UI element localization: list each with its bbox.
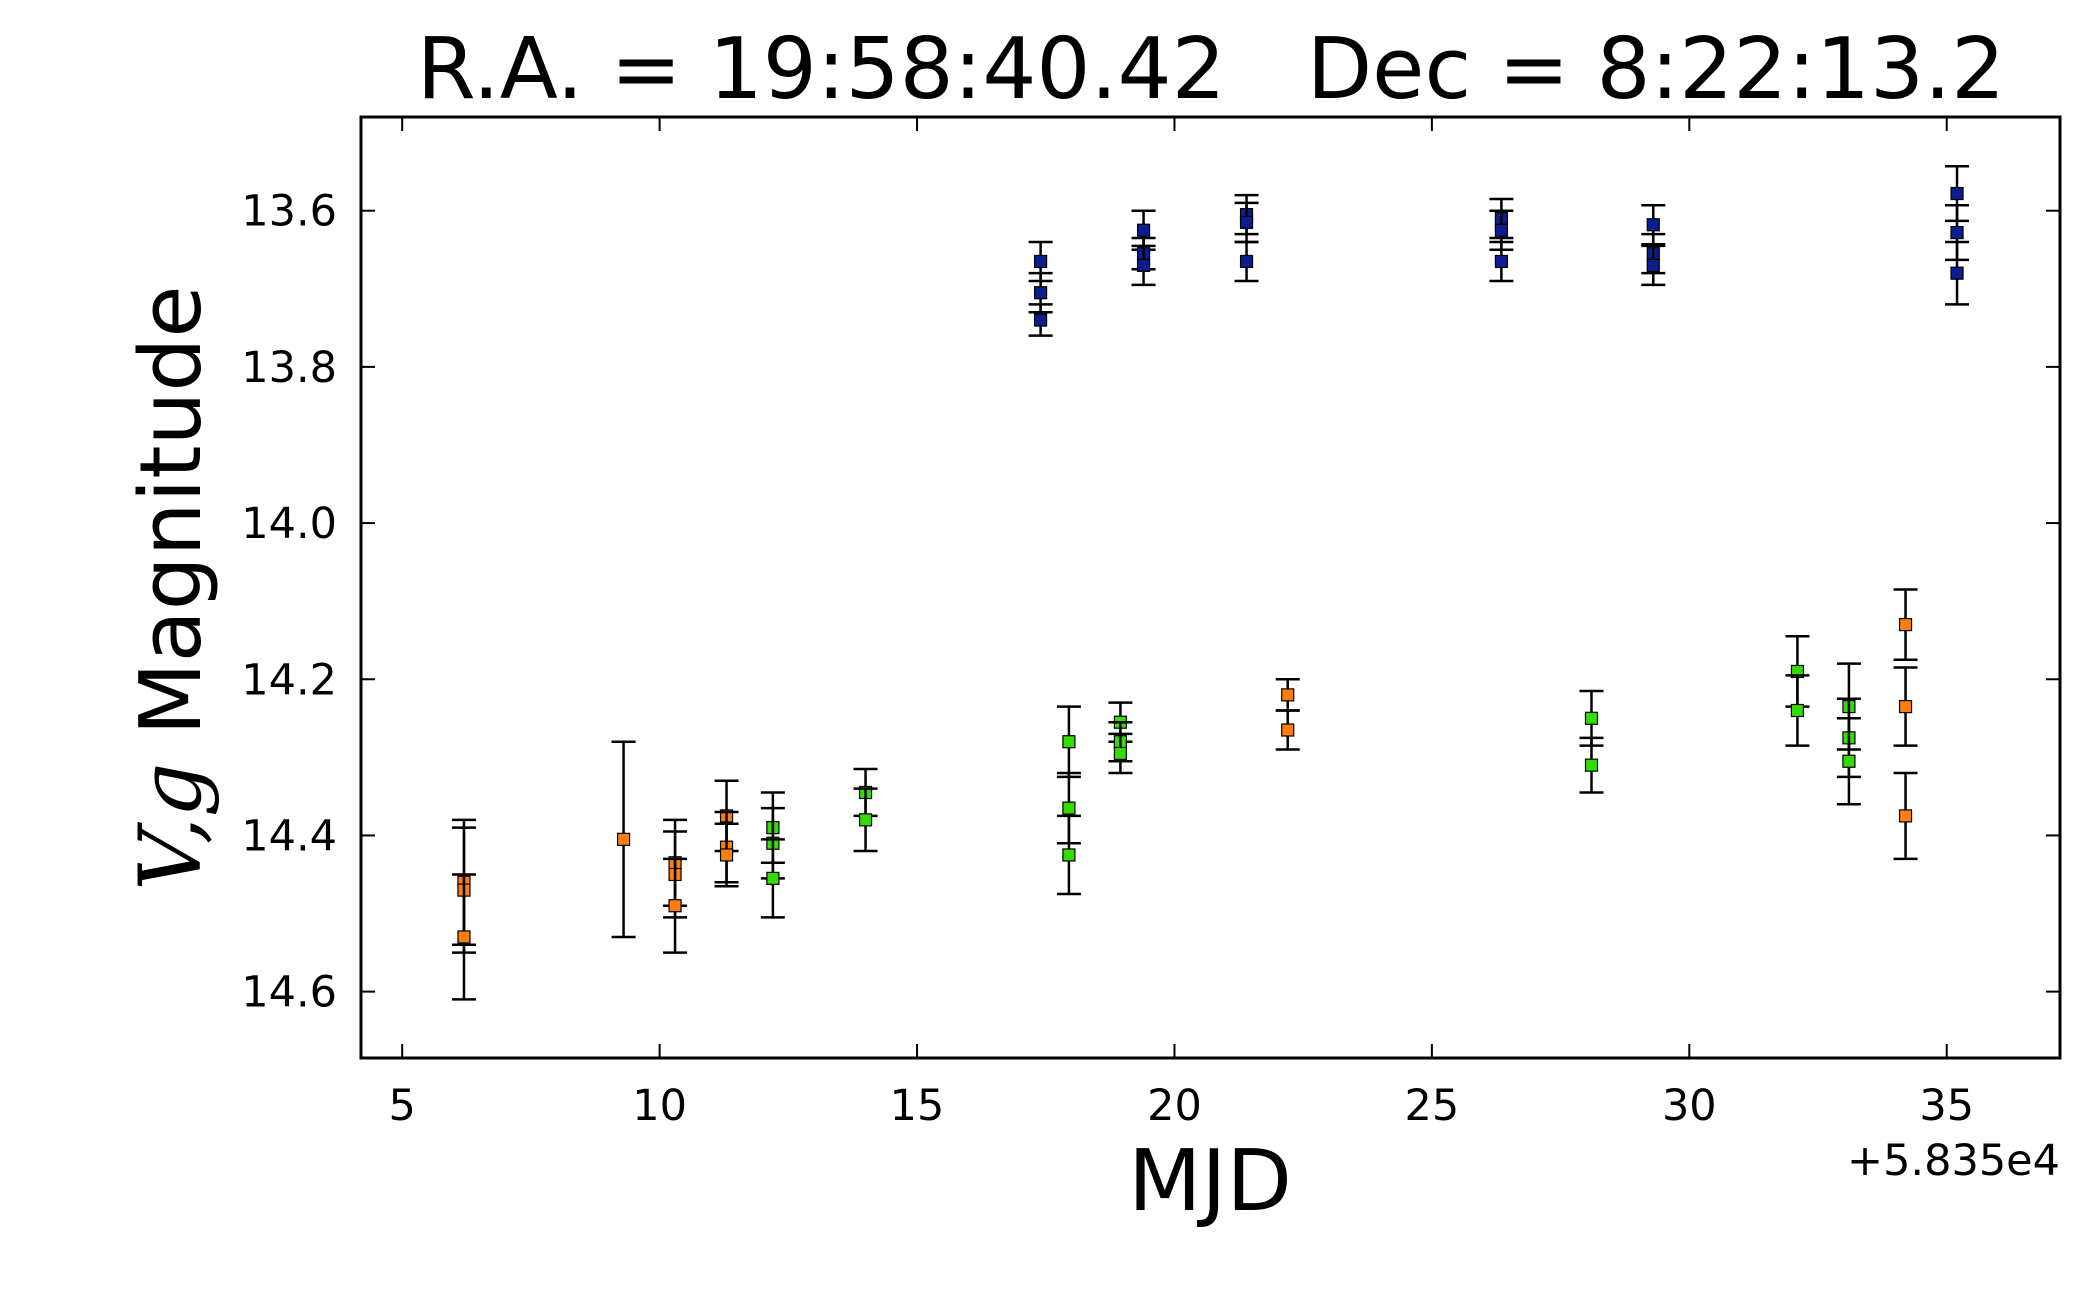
- plot-frame: [359, 115, 2062, 1060]
- y-axis-ticks: 13.6 13.8 14.0 14.2 14.4 14.6: [241, 187, 2060, 1018]
- data-point: [1646, 218, 1660, 232]
- y-axis-label-symbol: V,g: [122, 763, 221, 891]
- x-tick-label: 35: [1919, 1081, 1974, 1131]
- data-point: [1790, 703, 1805, 718]
- y-axis-label-text: Magnitude: [122, 285, 221, 762]
- y-tick-label: 14.2: [241, 655, 337, 705]
- y-tick-label: 13.8: [241, 343, 337, 393]
- x-axis-ticks: 5 10 15 20 25 30 35: [389, 117, 1974, 1131]
- plot-area: [451, 164, 1970, 1001]
- y-tick-label: 14.0: [241, 499, 337, 549]
- data-point: [1062, 735, 1076, 749]
- x-tick-label: 5: [389, 1081, 416, 1131]
- y-tick-label: 14.6: [241, 968, 337, 1018]
- data-series-1: [1028, 164, 1970, 337]
- x-tick-label: 20: [1147, 1081, 1202, 1131]
- data-point: [1950, 225, 1964, 240]
- data-point: [1950, 266, 1964, 280]
- data-point: [1136, 223, 1151, 237]
- data-point: [1584, 758, 1599, 772]
- data-point: [1113, 746, 1128, 761]
- x-axis-label: MJD: [1128, 1132, 1292, 1231]
- data-point: [1584, 711, 1599, 725]
- chart-title: R.A. = 19:58:40.42 Dec = 8:22:13.2: [417, 20, 2005, 119]
- x-tick-label: 15: [890, 1081, 945, 1131]
- data-point: [1033, 254, 1048, 269]
- data-point: [1281, 723, 1295, 737]
- y-tick-label: 14.4: [241, 811, 337, 861]
- data-point: [1494, 254, 1508, 269]
- x-tick-label: 25: [1405, 1081, 1460, 1131]
- data-point: [1062, 801, 1076, 815]
- data-point: [1898, 809, 1913, 823]
- data-point: [1898, 699, 1913, 714]
- data-point: [1281, 688, 1295, 702]
- data-point: [1950, 186, 1964, 201]
- data-point: [1646, 258, 1660, 272]
- data-point: [1239, 254, 1254, 269]
- data-point: [1062, 848, 1076, 862]
- y-tick-label: 13.6: [241, 187, 337, 237]
- data-point: [1898, 617, 1913, 632]
- data-point: [668, 899, 682, 913]
- data-point: [1033, 286, 1048, 300]
- data-point: [616, 832, 631, 846]
- data-point: [1239, 215, 1254, 230]
- x-axis-offset-label: +5.835e4: [1847, 1136, 2060, 1186]
- data-point: [457, 930, 471, 944]
- data-point: [1033, 313, 1048, 327]
- data-point: [1842, 754, 1856, 768]
- x-tick-label: 10: [632, 1081, 687, 1131]
- data-point: [719, 848, 734, 862]
- x-tick-label: 30: [1662, 1081, 1717, 1131]
- data-point: [766, 871, 780, 885]
- y-axis-label: V,g Magnitude: [122, 285, 221, 890]
- data-point: [858, 813, 873, 827]
- data-point: [1494, 223, 1508, 237]
- data-point: [1136, 258, 1151, 272]
- data-series-3: [760, 635, 1861, 919]
- data-series-2: [451, 588, 1918, 1001]
